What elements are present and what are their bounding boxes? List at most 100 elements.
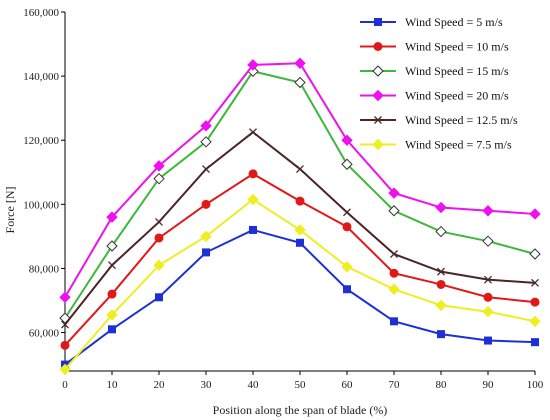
y-tick-label: 80,000 (29, 263, 60, 275)
legend-label: Wind Speed = 5 m/s (405, 15, 503, 29)
data-point (249, 225, 257, 234)
data-point (153, 259, 165, 271)
y-tick-label: 60,000 (29, 328, 60, 340)
y-ticks: 60,000 80,000 100,000 120,000 140,000 160,000 (23, 7, 65, 340)
data-point (248, 169, 258, 179)
x-tick-label: 0 (62, 379, 68, 391)
series-2 (60, 169, 540, 350)
legend-label: Wind Speed = 20 m/s (405, 89, 509, 103)
data-point (153, 160, 165, 172)
data-point (341, 158, 353, 170)
data-point (59, 363, 71, 376)
data-point (341, 261, 353, 273)
data-point (155, 293, 163, 302)
data-point (483, 292, 493, 302)
data-point (390, 317, 398, 326)
x-ticks: 0 10 20 30 40 50 60 70 80 90 100 (62, 371, 544, 391)
data-point (108, 261, 116, 270)
x-tick-label: 70 (389, 379, 401, 391)
series-3 (59, 65, 541, 324)
data-point (437, 267, 445, 276)
series-5 (61, 128, 539, 329)
legend-entry: Wind Speed = 10 m/s (360, 40, 509, 54)
data-point (106, 211, 118, 223)
data-point (531, 278, 539, 287)
data-point (435, 201, 447, 214)
series-4 (59, 57, 541, 303)
legend-swatch-marker (374, 116, 382, 124)
data-point (200, 120, 212, 132)
data-point (342, 222, 352, 232)
data-point (389, 268, 399, 278)
data-point (107, 289, 117, 299)
data-point (482, 205, 494, 217)
data-point (201, 199, 211, 209)
y-axis-label: Force [N] (3, 187, 17, 234)
data-point (59, 291, 71, 303)
data-point (482, 305, 494, 318)
y-tick-label: 100,000 (23, 199, 59, 211)
legend-swatch-marker (374, 18, 382, 26)
data-point (343, 208, 351, 217)
data-point (529, 248, 541, 260)
data-point (106, 309, 118, 321)
data-point (108, 325, 116, 334)
data-point (294, 76, 306, 89)
data-point (106, 240, 118, 252)
y-tick-label: 120,000 (23, 135, 59, 147)
legend-entry: Wind Speed = 20 m/s (360, 89, 509, 103)
data-point (294, 224, 306, 236)
data-point (200, 136, 212, 148)
data-point (436, 279, 446, 289)
series-layer (59, 57, 541, 376)
legend-entry: Wind Speed = 15 m/s (360, 64, 509, 78)
data-point (202, 248, 210, 257)
data-point (155, 217, 163, 226)
x-tick-label: 60 (342, 379, 354, 391)
data-point (437, 330, 445, 339)
data-point (435, 299, 447, 311)
x-tick-label: 50 (295, 379, 307, 391)
data-point (295, 196, 305, 206)
y-tick-label: 140,000 (23, 71, 59, 83)
data-point (388, 205, 400, 217)
data-point (529, 208, 541, 220)
data-point (341, 134, 353, 146)
data-point (294, 57, 306, 69)
data-point (247, 193, 259, 206)
data-point (529, 315, 541, 328)
legend-entry: Wind Speed = 7.5 m/s (360, 138, 512, 152)
x-tick-label: 10 (107, 379, 119, 391)
series-1 (61, 225, 539, 369)
data-point (390, 250, 398, 258)
data-point (388, 283, 400, 295)
x-tick-label: 80 (436, 379, 448, 391)
data-point (154, 233, 164, 243)
legend-label: Wind Speed = 7.5 m/s (405, 138, 512, 152)
data-point (531, 338, 539, 347)
legend: Wind Speed = 5 m/s Wind Speed = 10 m/s Win… (360, 15, 518, 152)
data-point (296, 165, 304, 174)
data-point (530, 297, 540, 307)
data-point (435, 225, 447, 238)
x-tick-label: 40 (248, 379, 260, 391)
data-point (247, 59, 259, 71)
data-point (388, 187, 400, 199)
series-6 (59, 193, 541, 376)
x-tick-label: 100 (527, 379, 544, 391)
legend-swatch-marker (372, 89, 384, 102)
legend-swatch-marker (372, 65, 384, 77)
data-point (482, 235, 494, 247)
legend-entry: Wind Speed = 5 m/s (360, 15, 503, 29)
data-point (484, 275, 492, 284)
x-axis-label: Position along the span of blade (%) (213, 403, 388, 417)
data-point (343, 285, 351, 294)
x-tick-label: 90 (483, 379, 495, 391)
data-point (202, 165, 210, 174)
x-tick-label: 30 (201, 379, 213, 391)
data-point (296, 238, 304, 247)
legend-label: Wind Speed = 15 m/s (405, 64, 509, 78)
data-point (60, 340, 70, 350)
data-point (484, 336, 492, 345)
